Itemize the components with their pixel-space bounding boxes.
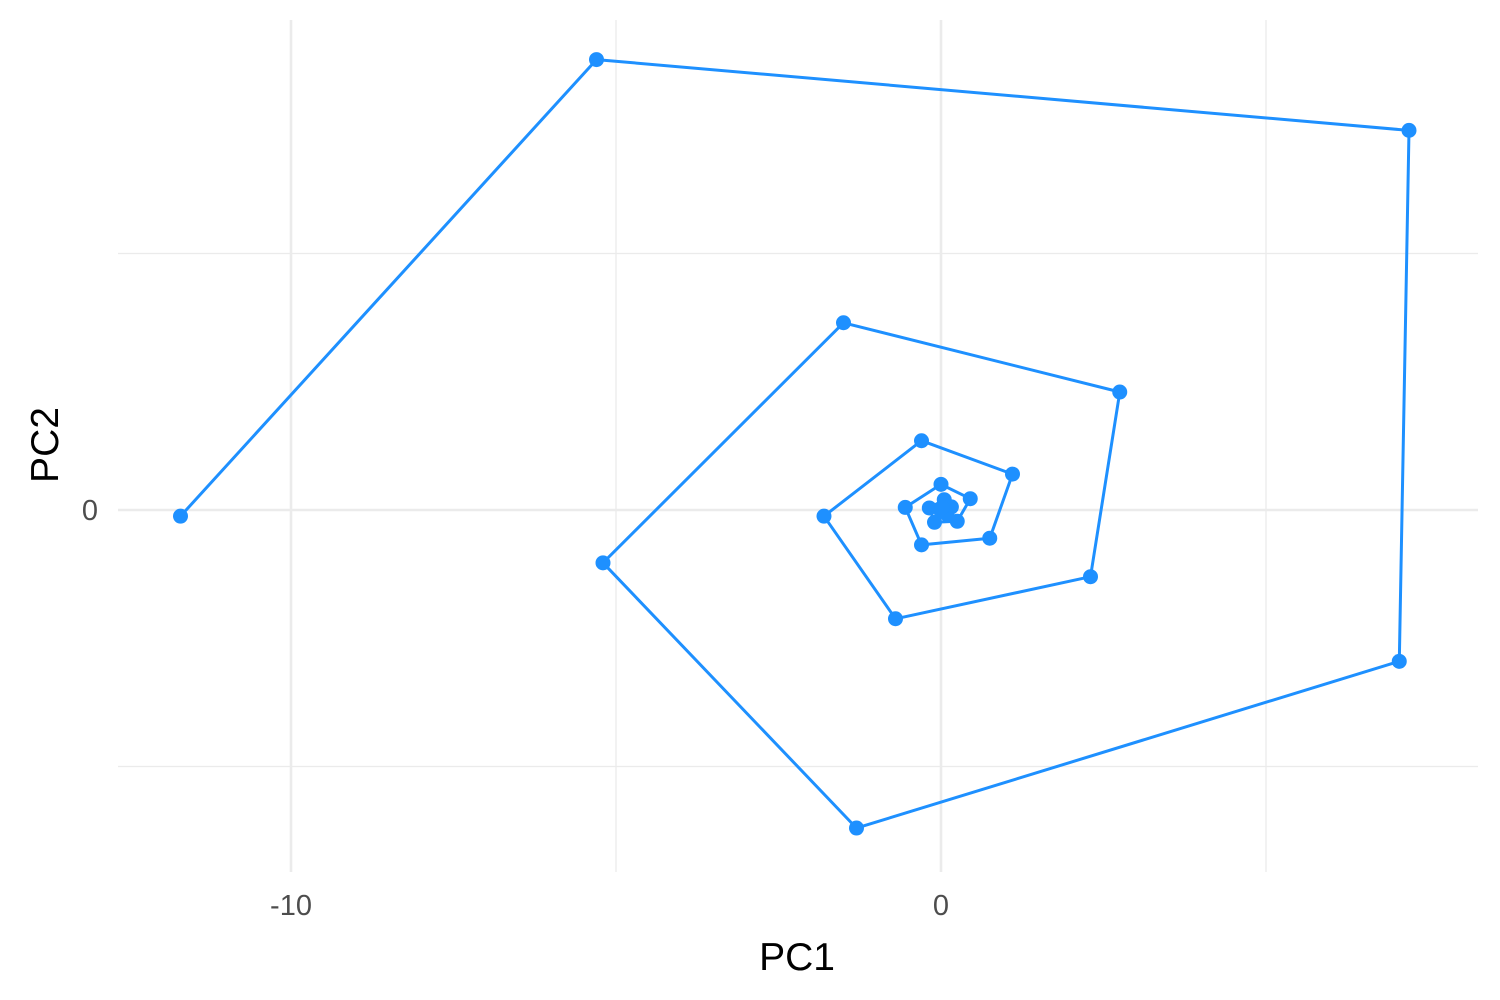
grid (118, 20, 1478, 872)
x-tick-label: -10 (270, 890, 312, 922)
data-point (888, 611, 903, 627)
data-point (836, 315, 851, 331)
y-tick-label: 0 (82, 495, 98, 527)
data-point (1083, 569, 1098, 585)
data-point (914, 537, 929, 553)
series-line (179, 58, 1411, 830)
series-path (179, 58, 1411, 830)
data-point (897, 499, 913, 515)
data-point (934, 499, 950, 515)
data-point (982, 530, 998, 546)
data-point (962, 491, 978, 507)
data-point (1005, 466, 1020, 482)
tick-labels: -10 0 0 (82, 495, 949, 922)
data-point (589, 52, 604, 68)
data-point (816, 508, 832, 524)
x-axis-title: PC1 (759, 936, 835, 979)
data-point (1401, 122, 1417, 138)
data-point (173, 508, 188, 524)
data-point (1391, 653, 1407, 669)
data-point (927, 514, 942, 530)
x-tick-label: 0 (933, 890, 949, 922)
data-point (595, 555, 611, 571)
data-point (933, 476, 949, 492)
data-point (921, 500, 937, 516)
data-point (849, 820, 864, 836)
data-point (914, 433, 929, 449)
data-points (173, 52, 1417, 836)
data-point (1112, 384, 1128, 400)
y-axis-title: PC2 (24, 407, 67, 483)
